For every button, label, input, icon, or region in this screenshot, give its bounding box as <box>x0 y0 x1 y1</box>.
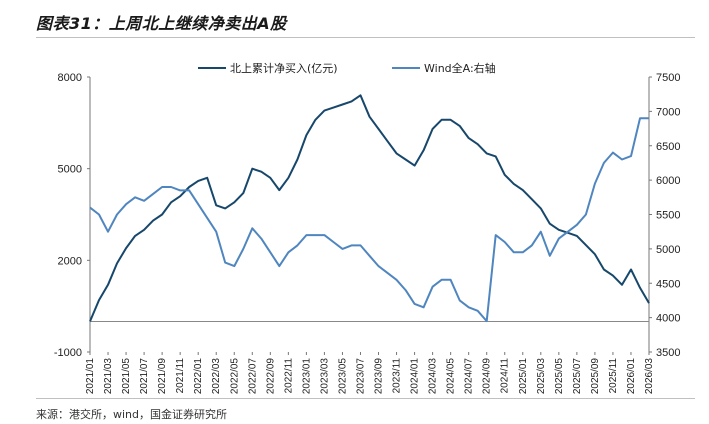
right-axis-tick-label: 6000 <box>656 175 680 187</box>
left-axis-tick-label: 2000 <box>58 255 82 267</box>
x-axis-tick-label: 2021/07 <box>139 358 150 395</box>
source-divider <box>36 398 695 399</box>
right-axis-tick-label: 5500 <box>656 210 680 222</box>
right-axis-tick-label: 3500 <box>656 347 680 359</box>
x-axis-tick-label: 2023/01 <box>301 358 312 395</box>
x-axis-tick-label: 2022/03 <box>211 358 222 395</box>
right-axis-tick-label: 7000 <box>656 106 680 118</box>
x-axis-tick-label: 2025/09 <box>590 358 601 395</box>
x-axis-tick-label: 2022/01 <box>193 358 204 395</box>
legend: 北上累计净买入(亿元) Wind全A:右轴 <box>198 61 496 75</box>
left-axis-tick-label: 5000 <box>58 164 82 176</box>
left-axis-tick-label: 8000 <box>58 72 82 84</box>
x-axis-tick-label: 2021/01 <box>85 358 96 395</box>
x-axis-tick-label: 2022/07 <box>247 358 258 395</box>
x-axis-tick-label: 2025/03 <box>536 358 547 395</box>
x-axis-tick-label: 2023/05 <box>337 358 348 395</box>
x-axis-tick-label: 2024/05 <box>446 358 457 395</box>
x-axis-tick-label: 2024/09 <box>482 358 493 395</box>
x-axis-tick-label: 2023/03 <box>319 358 330 395</box>
series-line-wind-all-a <box>89 117 649 323</box>
x-axis-tick-label: 2025/11 <box>608 358 619 394</box>
series-group <box>89 94 650 323</box>
x-axis-tick-label: 2021/11 <box>175 358 186 394</box>
axes: 8000 5000 2000 -1000 7500 7000 6500 6000 5500 500… <box>54 72 681 394</box>
x-axis-tick-label: 2023/09 <box>374 358 385 395</box>
x-axis-tick-label: 2024/07 <box>464 358 475 395</box>
source-note: 来源：港交所，wind，国金证券研究所 <box>36 408 228 421</box>
title-divider <box>36 37 695 38</box>
legend-label-wind: Wind全A:右轴 <box>424 61 496 75</box>
x-axis-tick-label: 2026/03 <box>644 358 655 395</box>
figure-title: 图表31：上周北上继续净卖出A股 <box>36 14 287 33</box>
series-line-northbound <box>89 94 650 322</box>
x-axis-tick-label: 2021/05 <box>121 358 132 395</box>
x-axis-tick-label: 2022/11 <box>283 358 294 394</box>
right-axis-tick-label: 4500 <box>656 278 680 290</box>
x-axis-tick-label: 2021/03 <box>103 358 114 395</box>
x-axis-tick-label: 2023/11 <box>392 358 403 394</box>
left-axis-tick-label: -1000 <box>54 347 82 359</box>
x-axis-tick-label: 2023/07 <box>355 358 366 395</box>
right-axis-tick-label: 7500 <box>656 72 680 84</box>
x-axis-tick-label: 2024/11 <box>500 358 511 394</box>
x-axis-tick-label: 2025/05 <box>554 358 565 395</box>
x-axis-tick-label: 2021/09 <box>157 358 168 395</box>
legend-label-northbound: 北上累计净买入(亿元) <box>230 61 338 75</box>
x-axis-tick-label: 2022/09 <box>265 358 276 395</box>
x-axis-tick-label: 2024/03 <box>428 358 439 395</box>
x-axis-tick-label: 2026/01 <box>626 358 637 395</box>
x-axis-tick-label: 2024/01 <box>410 358 421 395</box>
x-axis-tick-label: 2022/05 <box>229 358 240 395</box>
x-axis-tick-label: 2025/01 <box>518 358 529 395</box>
x-axis-tick-label: 2025/07 <box>572 358 583 395</box>
right-axis-tick-label: 5000 <box>656 244 680 256</box>
right-axis-tick-label: 6500 <box>656 141 680 153</box>
right-axis-tick-label: 4000 <box>656 313 680 325</box>
